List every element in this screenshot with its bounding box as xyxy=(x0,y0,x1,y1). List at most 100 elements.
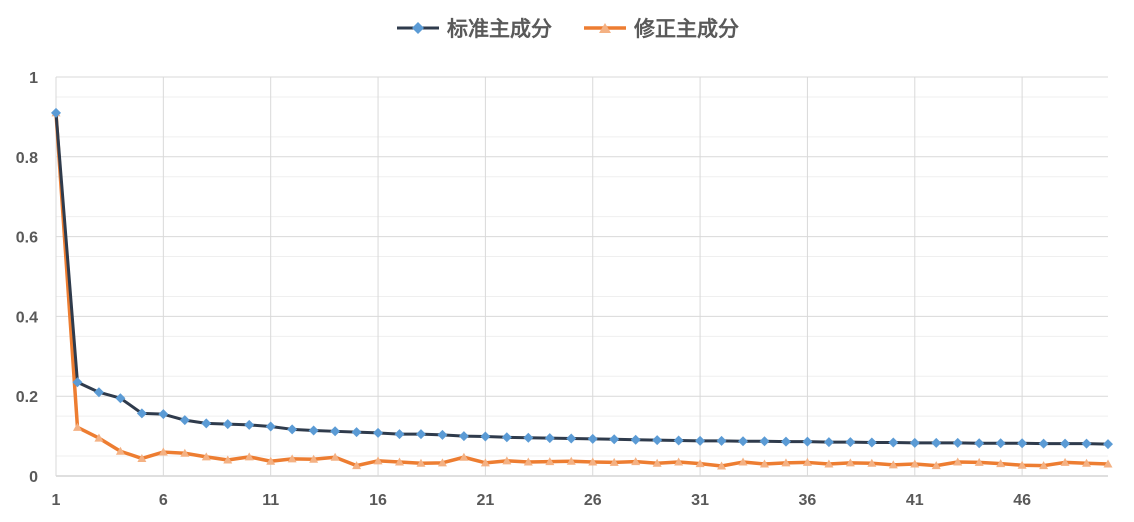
data-point-corrected xyxy=(996,459,1006,468)
legend-item-corrected: 修正主成分 xyxy=(582,13,739,43)
data-point-standard xyxy=(974,438,985,449)
data-point-standard xyxy=(738,436,749,447)
data-point-standard xyxy=(952,437,963,448)
data-point-standard xyxy=(72,377,83,388)
legend-item-standard: 标准主成分 xyxy=(395,13,552,43)
data-point-corrected xyxy=(266,456,276,465)
data-point-standard xyxy=(544,433,555,444)
data-point-corrected xyxy=(1060,457,1070,466)
data-point-standard xyxy=(265,421,276,432)
data-point-standard xyxy=(244,419,255,430)
x-tick-label: 41 xyxy=(906,492,924,509)
data-point-corrected xyxy=(373,456,383,465)
y-tick-label: 0 xyxy=(29,469,38,486)
x-tick-label: 21 xyxy=(476,492,494,509)
data-point-standard xyxy=(673,435,684,446)
data-point-corrected xyxy=(94,433,104,442)
series-line-corrected xyxy=(54,112,1109,468)
data-point-corrected xyxy=(953,457,963,466)
x-tick-label: 31 xyxy=(691,492,709,509)
data-point-corrected xyxy=(631,457,641,466)
data-point-corrected xyxy=(223,455,233,464)
data-point-standard xyxy=(287,424,298,435)
data-point-standard xyxy=(93,387,104,398)
data-point-standard xyxy=(1081,438,1092,449)
data-point-standard xyxy=(845,437,856,448)
data-point-standard xyxy=(394,429,405,440)
data-point-corrected xyxy=(888,460,898,469)
data-point-standard xyxy=(523,432,534,443)
x-tick-label: 11 xyxy=(262,492,279,509)
data-point-corrected xyxy=(931,461,941,470)
data-point-standard xyxy=(351,427,362,438)
data-point-corrected xyxy=(309,454,319,463)
data-point-corrected xyxy=(566,456,576,465)
data-point-standard xyxy=(652,435,663,446)
y-tick-label: 0.4 xyxy=(16,309,38,326)
data-point-corrected xyxy=(695,459,705,468)
data-point-corrected xyxy=(287,454,297,463)
y-tick-label: 0.6 xyxy=(16,230,38,247)
y-axis-tick-labels: 0 0.2 0.4 0.6 0.8 1 xyxy=(16,70,38,486)
data-point-standard xyxy=(1060,438,1071,449)
data-point-corrected xyxy=(459,452,469,461)
data-point-corrected xyxy=(330,452,340,461)
legend-label-standard: 标准主成分 xyxy=(447,17,552,41)
data-point-corrected xyxy=(115,446,125,455)
series-layer xyxy=(51,107,1113,470)
data-point-standard xyxy=(330,426,341,437)
x-tick-label: 26 xyxy=(584,492,602,509)
data-point-standard xyxy=(1038,438,1049,449)
data-point-standard xyxy=(888,437,899,448)
data-point-corrected xyxy=(609,457,619,466)
data-point-standard xyxy=(780,436,791,447)
data-point-standard xyxy=(931,437,942,448)
data-point-corrected xyxy=(824,459,834,468)
data-point-corrected xyxy=(802,457,812,466)
data-point-standard xyxy=(909,437,920,448)
data-point-corrected xyxy=(352,461,362,470)
data-point-corrected xyxy=(502,456,512,465)
legend-label-corrected: 修正主成分 xyxy=(634,17,739,41)
y-tick-label: 0.2 xyxy=(16,389,38,406)
series-line-standard xyxy=(54,112,1109,446)
data-point-corrected xyxy=(244,452,254,461)
data-point-corrected xyxy=(1103,459,1113,468)
data-point-corrected xyxy=(180,448,190,457)
data-point-corrected xyxy=(781,458,791,467)
data-point-standard xyxy=(136,408,147,419)
data-point-standard xyxy=(51,107,61,118)
data-point-standard xyxy=(308,425,319,436)
minor-gridlines xyxy=(56,96,1108,457)
data-point-standard xyxy=(630,434,641,445)
data-point-standard xyxy=(415,429,426,440)
data-point-standard xyxy=(115,393,126,404)
data-point-standard xyxy=(437,429,448,440)
major-gridlines xyxy=(55,76,1108,477)
data-point-corrected xyxy=(588,457,598,466)
data-point-standard xyxy=(587,433,598,444)
data-point-corrected xyxy=(72,422,82,431)
data-point-corrected xyxy=(974,457,984,466)
x-tick-label: 1 xyxy=(52,492,61,509)
x-axis-tick-labels: 1 6 11 16 21 26 31 36 41 46 xyxy=(52,492,1032,509)
data-point-corrected xyxy=(416,458,426,467)
data-point-standard xyxy=(222,419,233,430)
data-point-corrected xyxy=(523,457,533,466)
data-point-corrected xyxy=(1039,461,1049,470)
legend-swatch-corrected xyxy=(584,23,626,33)
data-point-corrected xyxy=(717,461,727,470)
data-point-corrected xyxy=(545,457,555,466)
data-point-corrected xyxy=(158,447,168,456)
data-point-standard xyxy=(609,434,620,445)
data-point-standard xyxy=(158,409,169,420)
y-tick-label: 1 xyxy=(29,70,38,87)
y-tick-label: 0.8 xyxy=(16,150,38,167)
data-point-standard xyxy=(373,427,384,438)
data-point-standard xyxy=(501,432,512,443)
data-point-corrected xyxy=(437,458,447,467)
data-point-standard xyxy=(866,437,877,448)
x-tick-label: 36 xyxy=(799,492,817,509)
